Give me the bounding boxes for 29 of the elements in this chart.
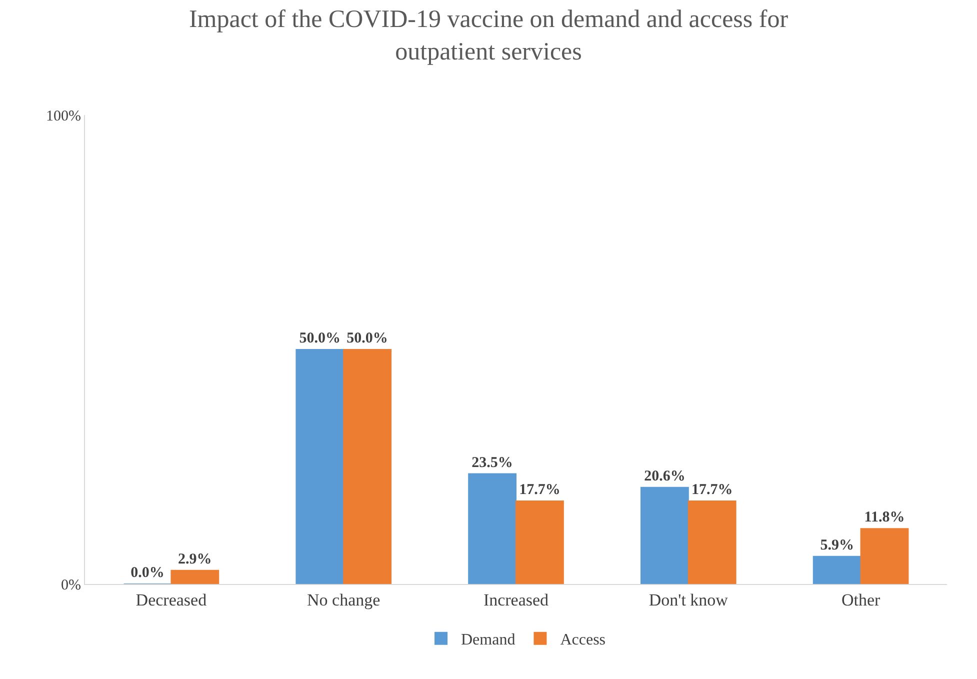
legend-label: Demand	[461, 632, 516, 649]
bar	[170, 570, 220, 584]
bar	[343, 349, 392, 584]
data-label: 17.7%	[519, 482, 560, 498]
data-label: 20.6%	[644, 468, 686, 484]
bar	[296, 349, 344, 584]
bar	[640, 486, 689, 584]
bar	[860, 528, 909, 584]
bar	[812, 556, 862, 584]
data-label: 17.7%	[691, 482, 733, 498]
data-label: 23.5%	[472, 454, 513, 471]
x-tick-label: Other	[841, 590, 880, 610]
data-label: 11.8%	[864, 510, 905, 526]
bar	[688, 500, 736, 584]
bar	[516, 500, 564, 584]
data-label: 50.0%	[299, 330, 341, 346]
x-tick-label: Don't know	[648, 590, 729, 610]
legend-label: Access	[560, 632, 606, 649]
data-label: 50.0%	[346, 330, 388, 346]
data-label: 2.9%	[178, 551, 212, 568]
data-label: 5.9%	[820, 537, 854, 554]
y-tick-label: 0%	[61, 577, 81, 594]
x-tick-label: Decreased	[136, 590, 208, 610]
chart-title: Impact of the COVID-19 vaccine on demand and access for outpatient services	[188, 6, 789, 66]
data-label: 0.0%	[130, 565, 164, 581]
x-tick-label: Increased	[483, 590, 550, 610]
y-tick-label: 100%	[46, 108, 81, 124]
x-tick-label: No change	[307, 590, 380, 610]
bar	[468, 473, 516, 584]
